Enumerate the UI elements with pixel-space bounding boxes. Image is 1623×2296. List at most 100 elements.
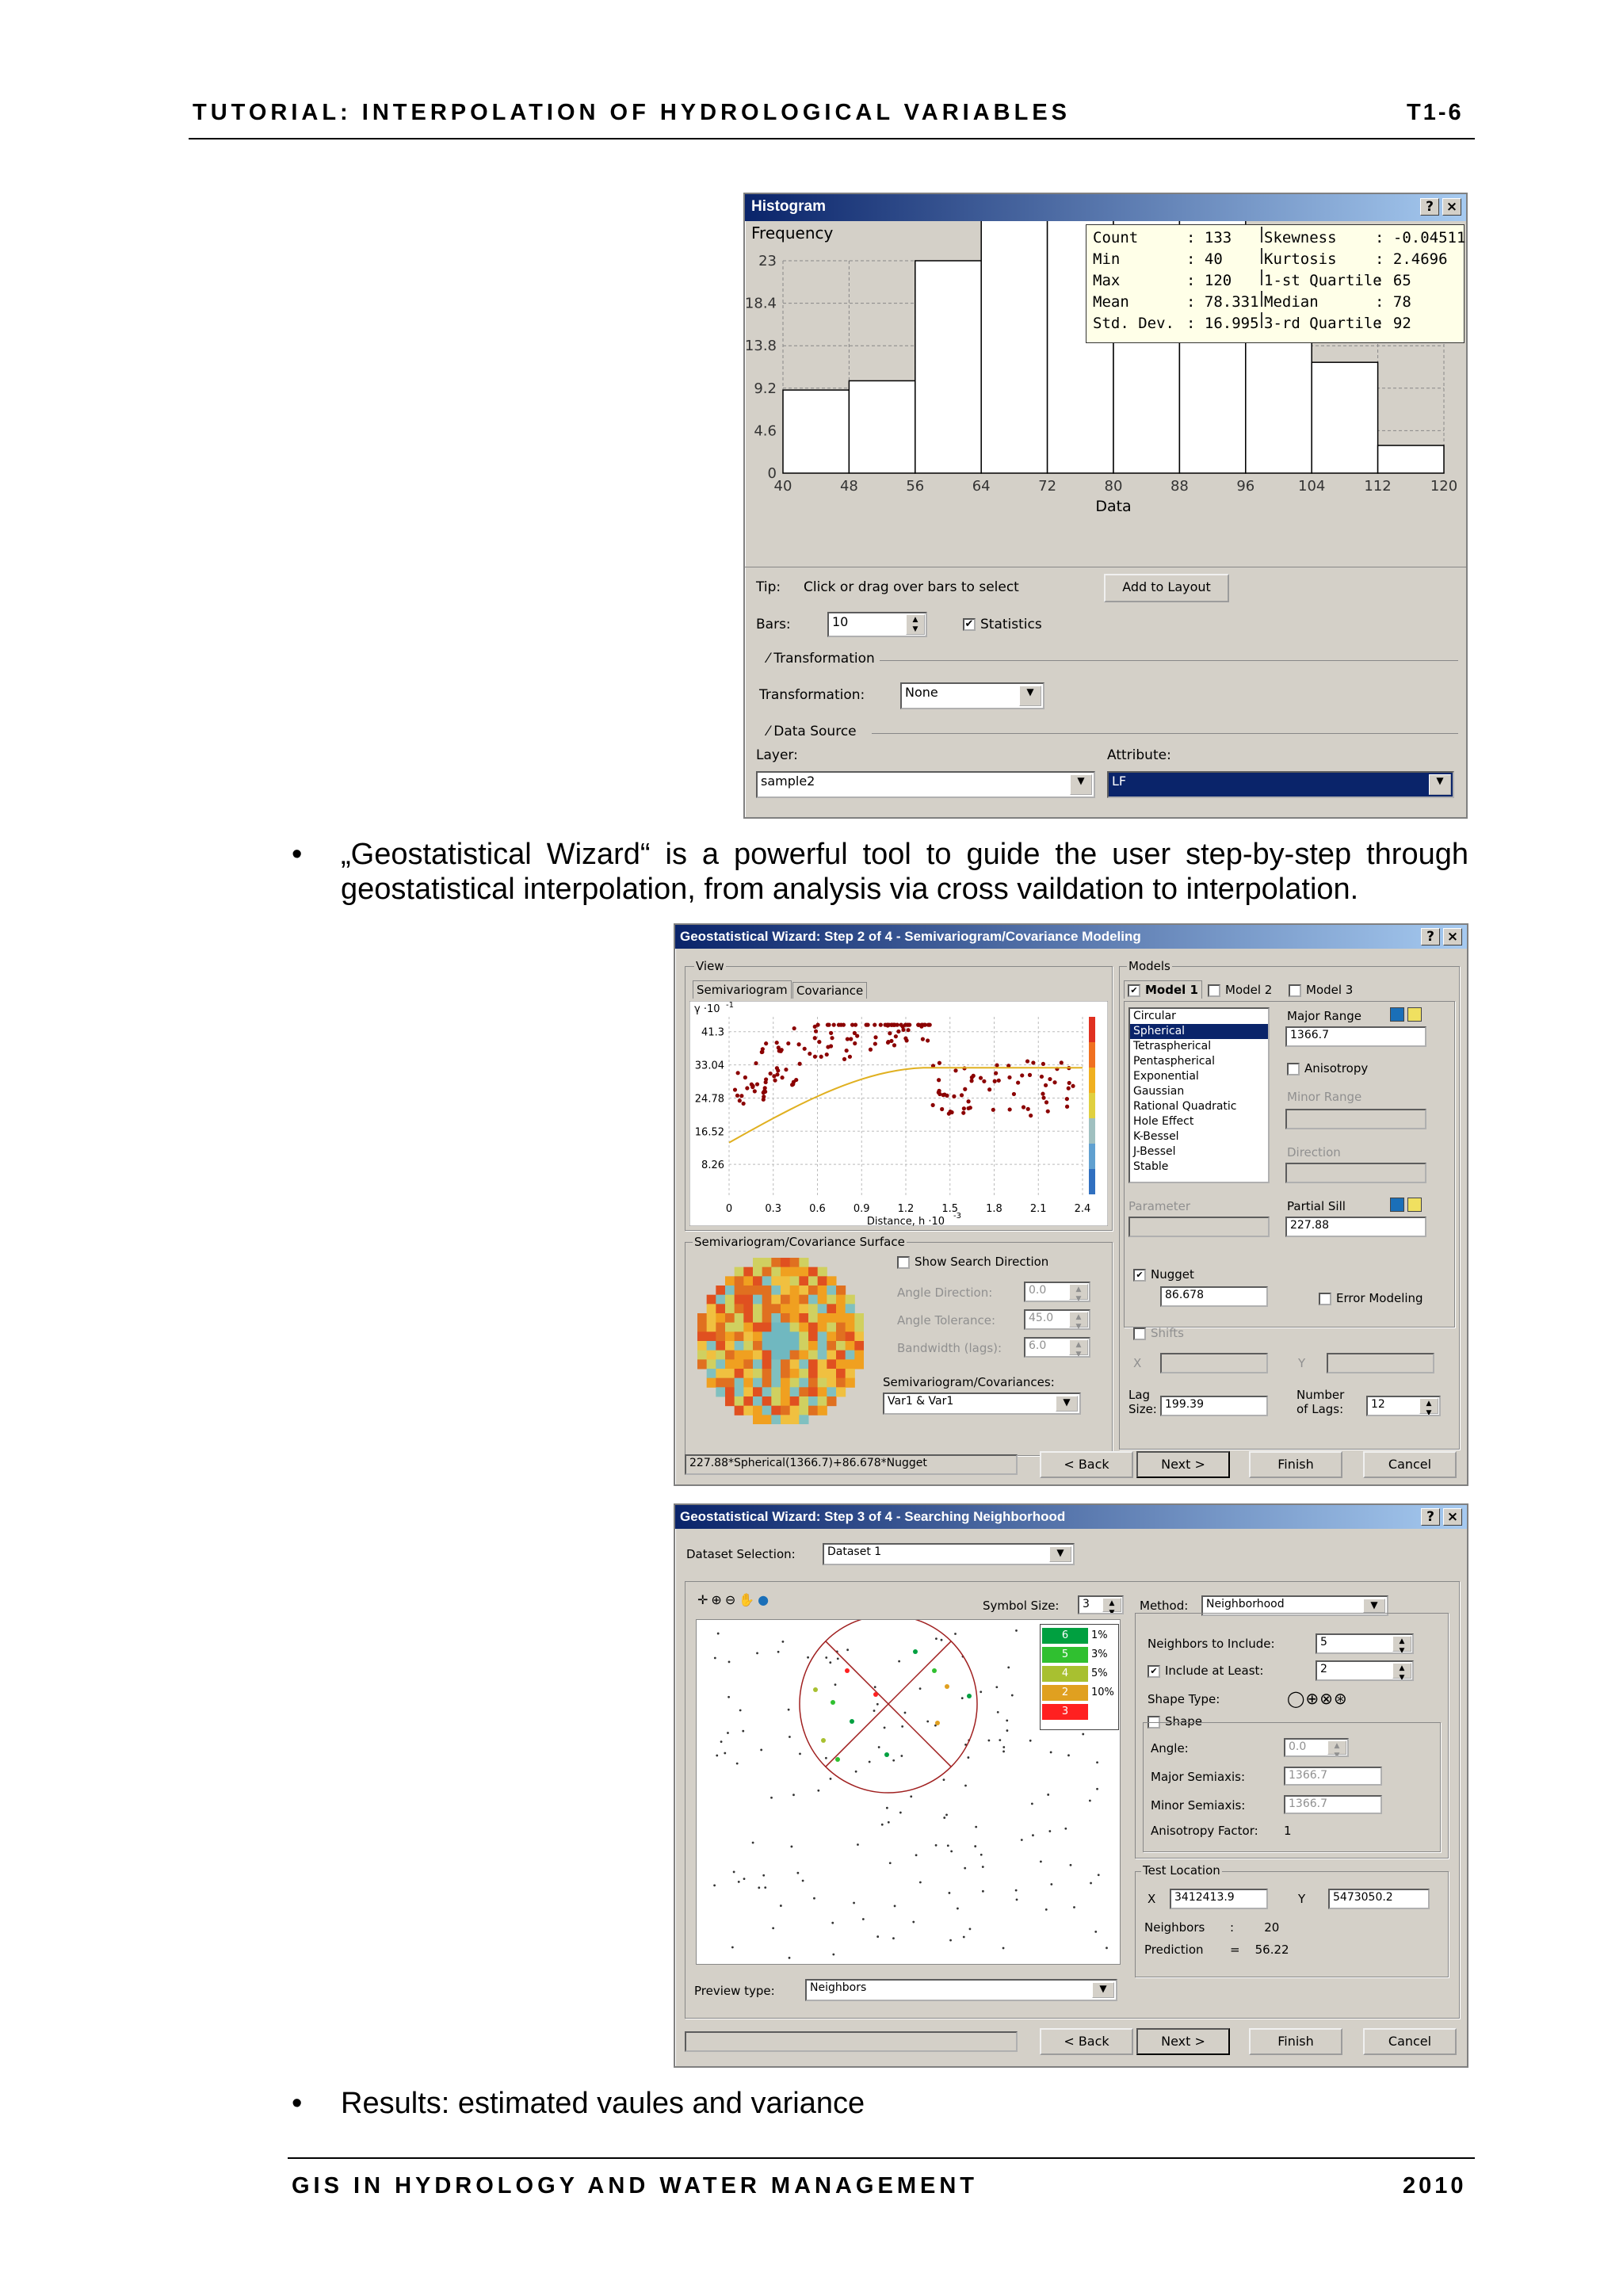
minor-semiaxis-input[interactable]: 1366.7 [1284,1795,1382,1814]
tab-model3[interactable]: Model 3 [1285,982,1356,998]
partial-sill-input[interactable]: 227.88 [1285,1217,1426,1237]
close-button[interactable]: × [1443,1508,1462,1526]
angle-tolerance-input[interactable]: 45.0 ▲ ▼ [1024,1309,1090,1330]
hand-icon[interactable]: ✋ [739,1592,758,1607]
close-button[interactable]: × [1443,928,1462,946]
chevron-down-icon[interactable]: ▼ [1363,1599,1385,1613]
spinner-icon[interactable]: ▲ ▼ [1392,1663,1411,1679]
show-search-checkbox[interactable]: Show Search Direction [897,1255,1048,1269]
semivariogram-surface[interactable] [697,1258,864,1424]
parameter-input[interactable] [1128,1217,1270,1237]
cancel-button[interactable]: Cancel [1363,1451,1457,1478]
nugget-input[interactable]: 86.678 [1160,1286,1268,1307]
layer-select[interactable]: sample2 ▼ [756,771,1095,798]
zoom-out-icon[interactable]: ⊖ [724,1592,739,1607]
neighbors-include-input[interactable]: 5 ▲ ▼ [1316,1633,1414,1654]
model-list-item[interactable]: K-Bessel [1133,1130,1179,1143]
model-list-item[interactable]: Hole Effect [1133,1115,1194,1128]
symbol-size-input[interactable]: 3 ▲ ▼ [1078,1595,1124,1614]
model-type-list[interactable]: Circular Spherical Tetraspherical Pentasphe… [1128,1007,1270,1183]
dataset-select[interactable]: Dataset 1 ▼ [823,1543,1075,1565]
angle-direction-input[interactable]: 0.0 ▲ ▼ [1024,1282,1090,1302]
chevron-down-icon[interactable]: ▼ [1070,774,1092,795]
pan-icon[interactable]: ✛ [697,1592,712,1607]
nugget-checkbox[interactable]: ✔ Nugget [1133,1267,1194,1282]
calculator-icon[interactable] [1390,1007,1404,1022]
lag-size-input[interactable]: 199.39 [1160,1396,1268,1416]
help-button[interactable]: ? [1421,1508,1440,1526]
include-at-least-input[interactable]: 2 ▲ ▼ [1316,1660,1414,1681]
tab-model1[interactable]: ✔ Model 1 [1124,980,1202,999]
spinner-icon[interactable]: ▲ ▼ [1069,1312,1088,1328]
include-at-least-checkbox[interactable]: ✔ Include at Least: [1148,1664,1263,1678]
close-button[interactable]: × [1442,198,1461,216]
chevron-down-icon[interactable]: ▼ [1429,774,1451,795]
spinner-icon[interactable]: ▲ ▼ [1327,1740,1346,1755]
spinner-icon[interactable]: ▲ ▼ [1392,1636,1411,1652]
model-list-item[interactable]: Rational Quadratic [1133,1100,1237,1113]
shift-y-input[interactable] [1327,1353,1434,1373]
tab-covariance[interactable]: Covariance [792,982,868,999]
anisotropy-checkbox[interactable]: Anisotropy [1287,1061,1368,1075]
model-list-item[interactable]: Exponential [1133,1070,1199,1083]
add-to-layout-button[interactable]: Add to Layout [1104,574,1229,602]
statistics-checkbox[interactable]: ✔ Statistics [963,617,1042,632]
semivariogram-plot[interactable]: γ ·10 -1 41.3 33.04 24.78 16.52 8.26 0 0.3 0.6 0.9… [689,1001,1108,1226]
next-button[interactable]: Next > [1136,2028,1230,2055]
finish-button[interactable]: Finish [1249,2028,1342,2055]
major-semiaxis-input[interactable]: 1366.7 [1284,1767,1382,1786]
bandwidth-input[interactable]: 6.0 ▲ ▼ [1024,1337,1090,1358]
bars-input[interactable]: 10 ▲ ▼ [827,612,927,637]
method-select[interactable]: Neighborhood ▼ [1201,1595,1388,1616]
model-list-item[interactable]: Gaussian [1133,1085,1185,1098]
shifts-checkbox[interactable]: Shifts [1133,1326,1184,1340]
back-button[interactable]: < Back [1040,2028,1133,2055]
back-button[interactable]: < Back [1040,1451,1133,1478]
circle-sector-4-rotated-icon[interactable]: ⊗ [1319,1689,1334,1708]
model-list-item[interactable]: Stable [1133,1160,1169,1173]
semcov-select[interactable]: Var1 & Var1 ▼ [883,1392,1081,1415]
shift-x-input[interactable] [1160,1353,1268,1373]
error-modeling-checkbox[interactable]: Error Modeling [1319,1291,1423,1305]
attribute-select[interactable]: LF ▼ [1107,771,1454,798]
next-button[interactable]: Next > [1136,1451,1230,1478]
cancel-button[interactable]: Cancel [1363,2028,1457,2055]
angle-input[interactable]: 0.0 ▲ ▼ [1284,1738,1349,1757]
circle-sector-8-icon[interactable]: ⊛ [1333,1689,1348,1708]
help-button[interactable]: ? [1420,198,1439,216]
finish-button[interactable]: Finish [1249,1451,1342,1478]
chevron-down-icon[interactable]: ▼ [1019,686,1041,706]
model-list-item[interactable]: Pentaspherical [1133,1055,1215,1068]
spinner-icon[interactable]: ▲ ▼ [1069,1284,1088,1301]
minor-range-input[interactable] [1285,1109,1426,1129]
model-list-item[interactable]: J-Bessel [1133,1145,1176,1158]
tab-model2[interactable]: Model 2 [1205,982,1275,998]
test-y-input[interactable]: 5473050.2 [1328,1889,1430,1909]
pencil-icon[interactable] [1407,1198,1422,1212]
chevron-down-icon[interactable]: ▼ [1092,1982,1114,1998]
help-button[interactable]: ? [1421,928,1440,946]
shape-checkbox[interactable]: Shape [1148,1714,1202,1729]
chevron-down-icon[interactable]: ▼ [1056,1396,1078,1412]
chevron-down-icon[interactable]: ▼ [1049,1546,1071,1562]
globe-icon[interactable]: ● [758,1592,773,1607]
spinner-icon[interactable]: ▲ ▼ [1102,1598,1121,1613]
calculator-icon[interactable] [1390,1198,1404,1212]
zoom-in-icon[interactable]: ⊕ [711,1592,725,1607]
tab-semivariogram[interactable]: Semivariogram [693,980,792,999]
major-range-input[interactable]: 1366.7 [1285,1026,1426,1047]
model-list-item[interactable]: Spherical [1130,1024,1268,1039]
bars-spinner[interactable]: ▲ ▼ [906,614,925,635]
transformation-select[interactable]: None ▼ [900,682,1044,709]
model-list-item[interactable]: Tetraspherical [1133,1040,1212,1052]
data-source-group-label[interactable]: ⁄ Data Source [767,724,857,739]
number-of-lags-input[interactable]: 12 ▲ ▼ [1366,1396,1441,1416]
circle-sector-4-icon[interactable]: ⊕ [1305,1689,1320,1708]
preview-type-select[interactable]: Neighbors ▼ [805,1979,1117,2001]
test-x-input[interactable]: 3412413.9 [1170,1889,1268,1909]
direction-input[interactable] [1285,1163,1426,1183]
spinner-icon[interactable]: ▲ ▼ [1069,1339,1088,1356]
transformation-group-label[interactable]: ⁄ Transformation [767,651,875,667]
spinner-icon[interactable]: ▲ ▼ [1419,1398,1438,1415]
model-list-item[interactable]: Circular [1133,1010,1176,1022]
